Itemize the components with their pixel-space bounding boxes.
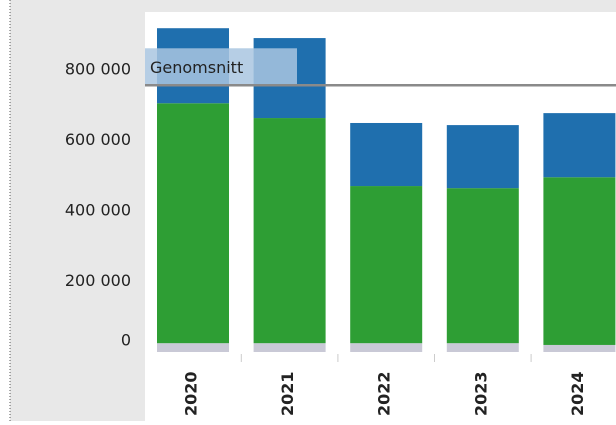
bar-segment	[350, 186, 423, 344]
x-tick-label: 2023	[471, 371, 490, 416]
bar-segment	[253, 343, 326, 352]
y-tick-label: 400 000	[65, 201, 131, 220]
bar-segment	[543, 344, 616, 352]
x-tick-label: 2020	[182, 371, 201, 416]
x-tick-label: 2022	[375, 371, 394, 416]
bar-segment	[350, 343, 423, 352]
y-tick-label: 800 000	[65, 60, 131, 79]
bar-segment	[157, 343, 229, 352]
y-tick-label: 200 000	[65, 271, 131, 290]
bar-segment	[543, 177, 616, 345]
bar-segment	[446, 125, 519, 189]
y-tick-label: 600 000	[65, 130, 131, 149]
y-tick-label: 0	[121, 331, 131, 350]
x-axis-area	[145, 352, 616, 421]
bar-segment	[446, 188, 519, 344]
x-tick-label: 2024	[568, 371, 587, 416]
bar-segment	[543, 113, 616, 178]
x-tick-label: 2021	[278, 371, 297, 416]
bar-segment	[446, 343, 519, 352]
reference-label-box	[145, 48, 297, 86]
reference-label: Genomsnitt	[150, 58, 243, 77]
bar-segment	[350, 122, 423, 187]
bar-segment	[157, 103, 229, 344]
bar-segment	[253, 118, 326, 344]
